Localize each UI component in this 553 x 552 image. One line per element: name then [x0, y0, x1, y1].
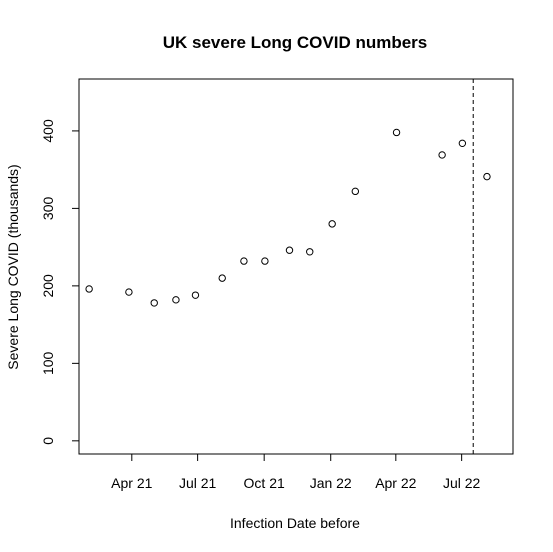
x-axis: Apr 21 Jul 21 Oct 21 Jan 22 Apr 22 Jul 22 [111, 454, 481, 491]
y-tick-label: 300 [40, 196, 56, 220]
data-point [85, 285, 93, 293]
y-tick-label: 200 [40, 274, 56, 298]
x-axis-label: Infection Date before [230, 515, 360, 531]
data-point [351, 187, 360, 196]
data-point [483, 172, 491, 181]
data-point [458, 139, 467, 148]
y-axis: 0 100 200 300 400 [40, 119, 79, 445]
x-tick-label: Jan 22 [310, 475, 352, 491]
y-tick-label: 100 [40, 351, 56, 375]
y-tick-label: 0 [40, 437, 56, 445]
data-point [191, 291, 200, 299]
data-point [150, 299, 158, 307]
data-point [438, 151, 446, 159]
data-points [85, 128, 491, 307]
data-point [125, 288, 133, 296]
data-point [285, 246, 294, 254]
data-point [328, 220, 336, 228]
data-point [306, 248, 314, 256]
data-point [261, 257, 269, 265]
data-point [218, 274, 226, 282]
x-tick-label: Jul 21 [179, 475, 217, 491]
data-point [172, 296, 180, 304]
y-axis-label: Severe Long COVID (thousands) [5, 164, 21, 369]
plot-frame [78, 78, 514, 455]
data-point [240, 257, 248, 265]
y-tick-label: 400 [40, 119, 56, 143]
data-point [392, 128, 401, 137]
chart-title: UK severe Long COVID numbers [163, 33, 428, 52]
x-tick-label: Jul 22 [443, 475, 481, 491]
x-tick-label: Apr 21 [111, 475, 152, 491]
x-tick-label: Oct 21 [244, 475, 285, 491]
x-tick-label: Apr 22 [375, 475, 416, 491]
